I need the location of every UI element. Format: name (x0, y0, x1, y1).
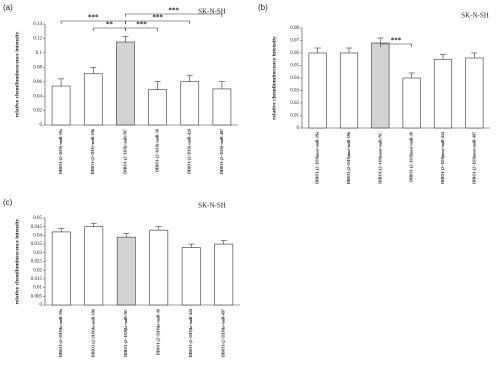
y-tick-label: 0.04 (290, 76, 299, 81)
x-tick-label: DIRO1-(2~1119)mut+miR-424 (440, 132, 445, 184)
y-tick-label: 0 (297, 126, 300, 131)
significance-bracket (380, 43, 412, 47)
significance-label: *** (136, 21, 147, 29)
significance-bracket (125, 20, 191, 24)
x-tick-label: DIRO1-(2~1119)+miR-497 (219, 129, 224, 174)
y-tick-label: 0.04 (33, 94, 42, 99)
x-tick-label: DIRO1-(2~1119)mut+miR-NC (377, 132, 382, 184)
bar (308, 52, 327, 129)
x-tick-label: DIRO1-(2~1119)+miR-16 (155, 129, 160, 172)
x-tick-label: DIRO1-(2~1119)+miR-19a (58, 129, 63, 174)
significance-label: *** (152, 14, 163, 22)
bar (212, 88, 232, 126)
y-tick-label: 0.06 (33, 80, 42, 85)
bar (433, 58, 453, 129)
significance-label: ** (106, 21, 114, 29)
bar (465, 57, 484, 129)
panel-label: (c) (3, 198, 13, 207)
y-tick-label: 0.01 (290, 114, 299, 119)
y-tick-label: 0.02 (33, 268, 42, 273)
significance-label: *** (168, 7, 179, 15)
y-tick-label: 0 (40, 123, 43, 128)
chart-title: SK-N-SH (198, 8, 226, 16)
y-tick-label: 0.07 (290, 39, 299, 44)
y-tick-label: 0.01 (33, 286, 42, 291)
bar (181, 247, 201, 306)
significance-label: *** (88, 14, 99, 22)
y-tick-label: 0.04 (33, 234, 42, 239)
x-tick-label: DIRO1-(2~1119)mut+miR-19a (315, 132, 320, 184)
bar (339, 52, 359, 129)
y-axis-label: relative chemiluminecence intensity (271, 36, 277, 120)
significance-bracket (125, 27, 158, 31)
bar (214, 243, 234, 306)
bar (83, 73, 103, 126)
y-tick-label: 0.12 (33, 37, 42, 42)
y-tick-label: 0.03 (290, 89, 299, 94)
y-tick-label: 0.08 (33, 65, 42, 70)
x-tick-label: DIRO1-(2~1119)la+miR-497 (221, 309, 226, 357)
y-tick-label: 0.05 (33, 216, 42, 221)
y-tick-label: 0.06 (290, 51, 299, 56)
x-tick-label: DIRO1-(2~1119)mut+miR-497 (471, 132, 476, 184)
x-tick-label: DIRO1-(2~1119)la+miR-424 (188, 309, 193, 357)
y-axis-label: relative chemiluminescence intensity (14, 31, 20, 117)
x-tick-label: DIRO1-(2~1119)+miR-19b (90, 128, 95, 174)
y-tick-label: 0.005 (31, 294, 43, 299)
bar (116, 236, 136, 306)
x-tick-label: DIRO1-(2~1119)+miR-NC (122, 129, 127, 174)
y-tick-label: 0.05 (290, 64, 299, 69)
y-tick-label: 0.08 (290, 26, 299, 31)
y-tick-label: 0.015 (31, 277, 43, 282)
bar (84, 226, 104, 306)
x-tick-label: DIRO1-(2~1119)mut+miR-16 (409, 132, 414, 182)
x-tick-label: DIRO1-(2~1119)la+miR-16 (156, 309, 161, 355)
y-tick-label: 0.1 (36, 51, 43, 56)
y-tick-label: 0.03 (33, 251, 42, 256)
y-tick-label: 0.045 (31, 225, 43, 230)
y-axis-label: relative chemiluminescence intensity (14, 218, 20, 304)
x-tick-label: DIRO1-(2~1119)la+miR-19b (91, 308, 96, 357)
bar (149, 229, 169, 306)
x-tick-label: DIRO1-(2~1119)la+miR-19a (58, 309, 63, 357)
y-tick-label: 0.14 (33, 22, 42, 27)
panel-label: (b) (258, 3, 268, 12)
chart-title: SK-N-SH (461, 12, 489, 20)
bar (51, 85, 71, 126)
y-tick-label: 0 (40, 303, 43, 308)
bar (116, 41, 135, 126)
bar (371, 42, 390, 129)
x-tick-label: DIRO1-(2~1119)la+miR-NC (123, 309, 128, 357)
bar (51, 231, 71, 306)
x-tick-label: DIRO1-(2~1119)mut+miR-19b (346, 131, 351, 184)
bar (180, 81, 200, 126)
y-tick-label: 0.035 (31, 242, 43, 247)
panel-label: (a) (3, 3, 13, 12)
y-tick-label: 0.025 (31, 260, 43, 265)
x-tick-label: DIRO1-(2~1119)+miR-424 (187, 129, 192, 174)
chart-title: SK-N-SH (198, 202, 226, 210)
y-tick-label: 0.02 (290, 101, 299, 106)
bar (402, 77, 421, 129)
bar (148, 89, 167, 126)
y-tick-label: 0.02 (33, 109, 42, 114)
significance-bracket (125, 13, 223, 17)
significance-label: *** (391, 37, 402, 45)
